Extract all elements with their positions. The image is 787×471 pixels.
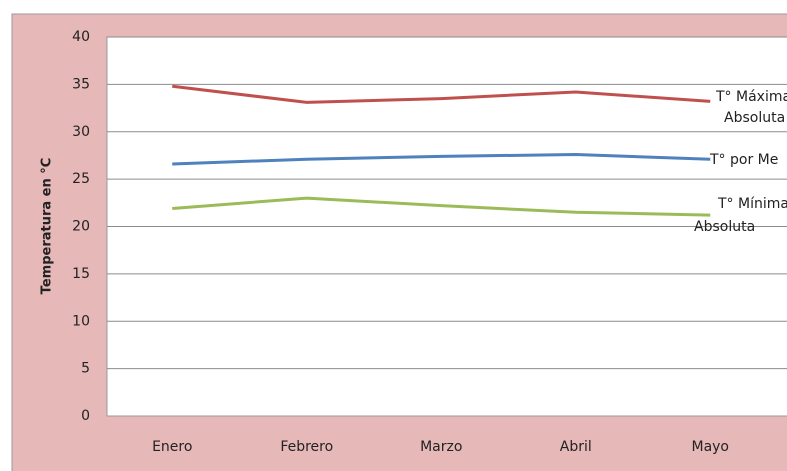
y-tick-label: 0 [81,408,90,424]
x-tick-label: Marzo [420,439,462,455]
series-label-line: T° Máxima [715,89,787,105]
y-tick-label: 5 [81,361,90,377]
y-axis-label: Temperatura en °C [40,158,55,295]
y-tick-label: 40 [72,29,90,45]
series-line [172,84,711,104]
series-line [172,152,711,166]
y-tick-label: 35 [72,76,90,92]
y-tick-label: 30 [72,124,90,140]
x-tick-label: Febrero [280,439,333,455]
series-label-line: Absoluta [694,219,755,235]
series-label: T° Mínima Absoluta [694,196,787,235]
x-tick-label: Enero [152,439,192,455]
x-tick-label: Mayo [691,439,729,455]
y-tick-label: 10 [72,313,90,329]
y-tick-label: 25 [72,171,90,187]
series-line [172,196,711,217]
x-tick-label: Abril [560,439,592,455]
series-label-line: T° Mínima [717,196,787,212]
series-label: T° por Me [709,152,778,168]
series-label-line: Absoluta [724,110,785,126]
y-tick-label: 20 [72,219,90,235]
y-tick-label: 15 [72,266,90,282]
series-label: T° Máxima Absoluta [715,89,787,126]
